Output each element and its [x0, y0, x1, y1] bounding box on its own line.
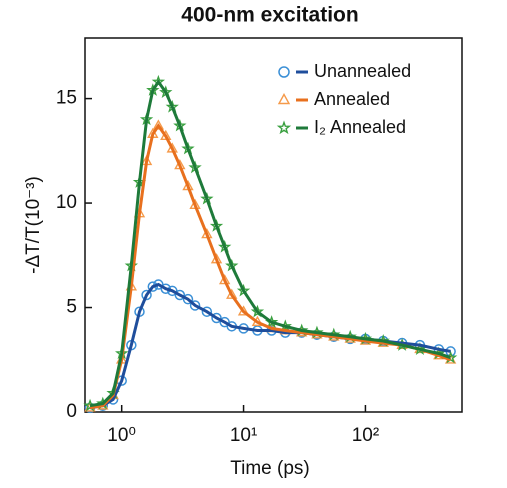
fit-line [89, 123, 452, 410]
y-tick-label: 5 [66, 297, 77, 318]
legend-marker [278, 66, 290, 78]
fit-line [89, 282, 451, 410]
marker [152, 119, 165, 130]
y-tick-label: 10 [56, 192, 77, 213]
marker [174, 289, 186, 301]
y-axis-label: -ΔT/T(10⁻³) [23, 176, 44, 274]
legend-marker [276, 120, 292, 135]
marker [250, 304, 265, 318]
marker [189, 300, 201, 311]
y-tick-label: 0 [66, 401, 77, 422]
chart-title: 400-nm excitation [181, 4, 358, 27]
legend-label: Unannealed [314, 61, 411, 81]
marker [211, 312, 222, 324]
marker [141, 289, 152, 301]
x-tick-label: 10⁰ [107, 425, 136, 446]
fit-line [89, 79, 452, 408]
legend-label: Annealed [314, 89, 390, 109]
legend-marker [277, 93, 291, 105]
marker [147, 281, 159, 292]
marker [201, 306, 213, 317]
x-tick-label: 10² [352, 425, 379, 446]
y-tick-label: 15 [56, 88, 77, 109]
x-tick-label: 10¹ [230, 425, 257, 446]
plot-frame [84, 37, 463, 413]
marker [226, 288, 238, 299]
x-axis-label: Time (ps) [230, 458, 310, 479]
legend-label: I₂ Annealed [314, 117, 406, 137]
marker [182, 293, 194, 305]
